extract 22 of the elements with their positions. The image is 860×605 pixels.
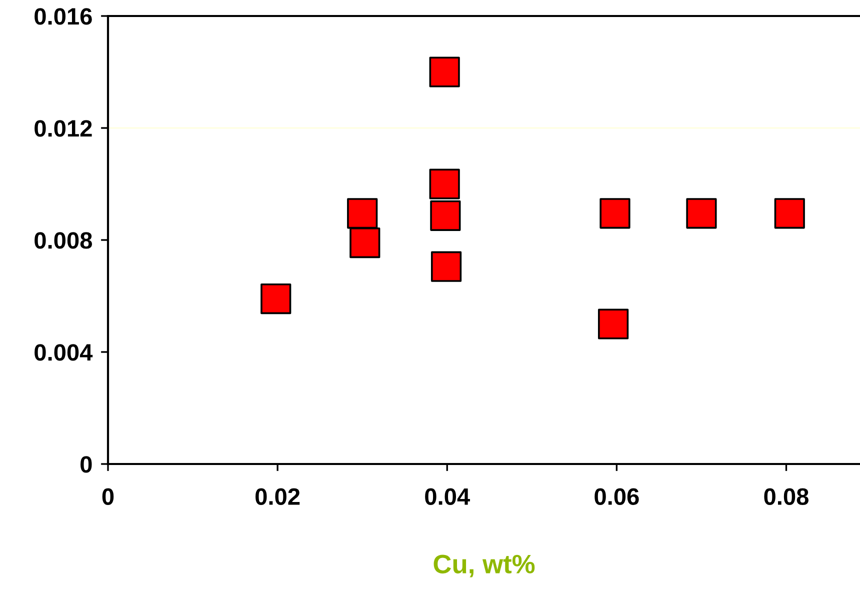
x-axis-title: Cu, wt% — [434, 554, 535, 578]
x-tick-label: 0.02 — [256, 488, 300, 505]
point — [686, 198, 717, 229]
y-tick-label: 0.012 — [34, 120, 92, 137]
point — [774, 198, 805, 229]
y-tick-label: 0.016 — [34, 8, 92, 25]
point — [260, 283, 292, 314]
point — [430, 200, 461, 231]
x-tick-label: 0.06 — [594, 488, 639, 505]
point — [350, 227, 380, 258]
point — [600, 198, 630, 229]
point — [429, 168, 460, 200]
x-tick-label: 0.04 — [425, 488, 470, 505]
point — [598, 308, 629, 340]
x-tick-label: 0.08 — [764, 488, 808, 505]
point — [430, 251, 462, 282]
y-tick-label: 0 — [80, 456, 92, 473]
y-tick-label: 0.004 — [34, 344, 93, 361]
point — [429, 56, 460, 88]
y-tick-label: 0.008 — [34, 232, 92, 249]
point — [347, 198, 378, 229]
x-tick-label: 0 — [102, 488, 114, 505]
